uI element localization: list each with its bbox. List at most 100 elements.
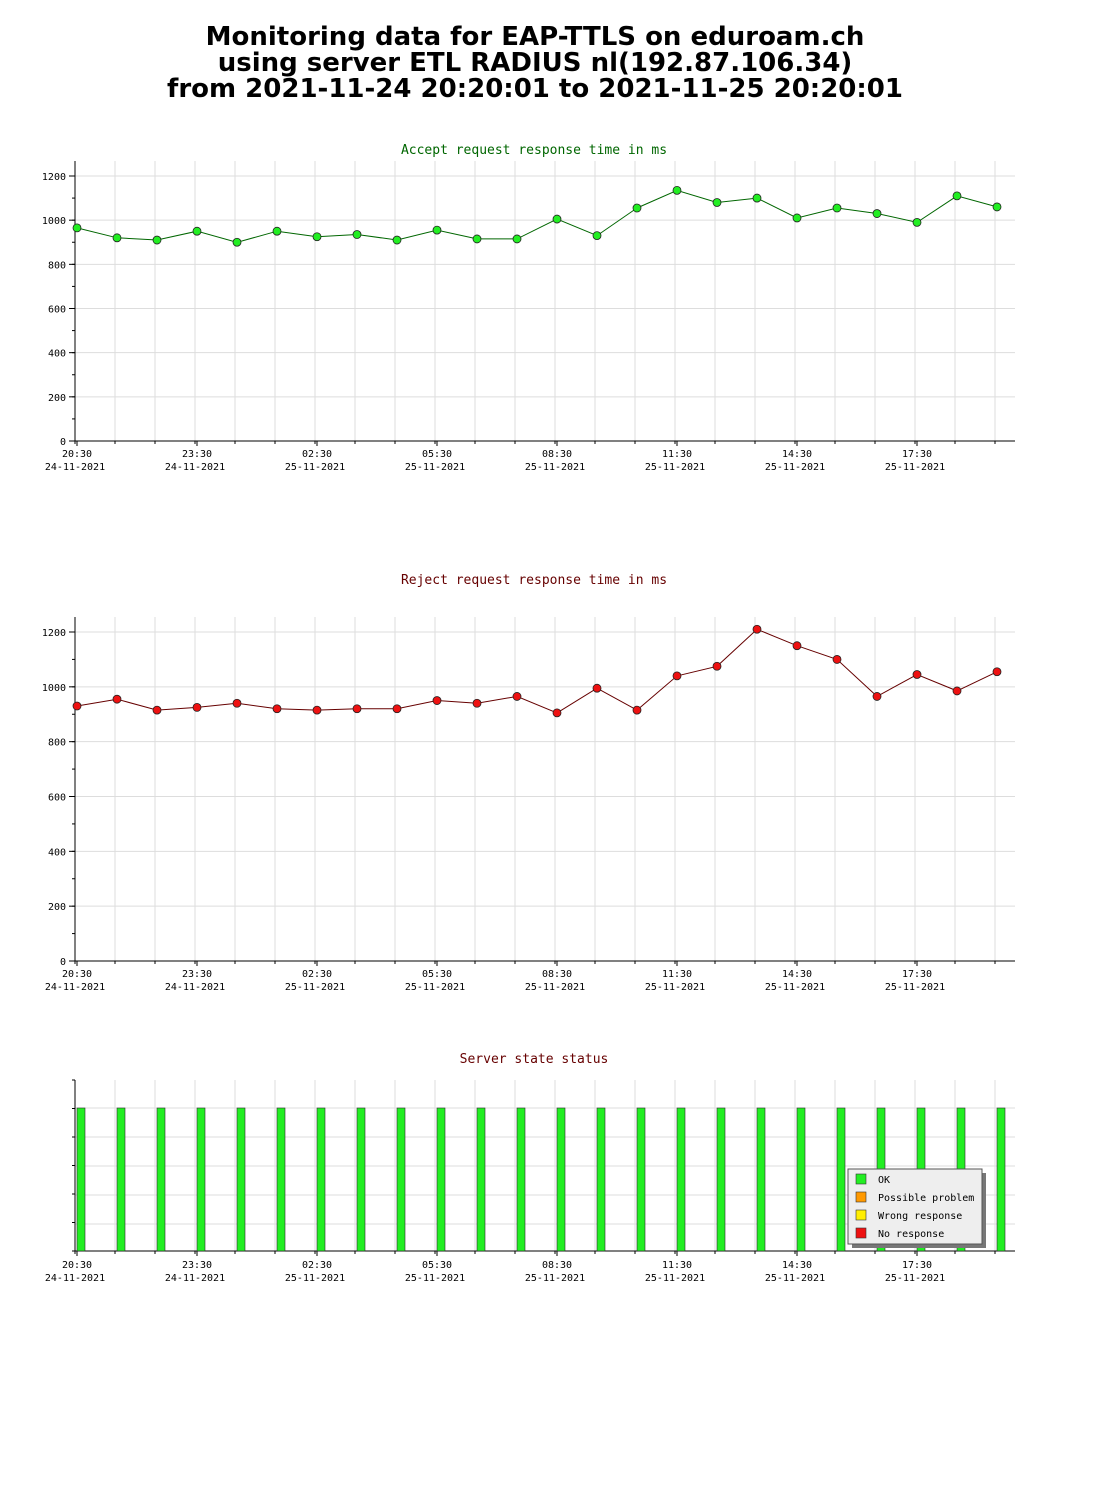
chart-title: Reject request response time in ms xyxy=(401,573,667,588)
x-tick-label-time: 14:30 xyxy=(782,449,812,460)
x-tick-label-time: 11:30 xyxy=(662,1260,692,1271)
x-tick-label-date: 25-11-2021 xyxy=(285,982,345,993)
legend-label: Possible problem xyxy=(878,1193,974,1204)
data-point xyxy=(152,705,162,715)
page-title: Monitoring data for EAP-TTLS on eduroam.… xyxy=(0,24,1070,102)
data-point xyxy=(112,694,122,704)
title-line-3: from 2021-11-24 20:20:01 to 2021-11-25 2… xyxy=(167,74,903,104)
status-bar xyxy=(476,1107,486,1252)
data-point xyxy=(272,226,282,236)
status-bar xyxy=(676,1107,686,1252)
x-tick-label-date: 24-11-2021 xyxy=(45,462,105,473)
data-point xyxy=(792,213,802,223)
x-tick-label-time: 23:30 xyxy=(182,1260,212,1271)
status-bar xyxy=(716,1107,726,1252)
x-tick-label-time: 08:30 xyxy=(542,969,572,980)
data-point xyxy=(112,233,122,243)
y-tick-label: 0 xyxy=(60,957,66,968)
x-tick-label-date: 25-11-2021 xyxy=(405,982,465,993)
data-point xyxy=(672,671,682,681)
y-tick-label: 600 xyxy=(48,793,66,804)
y-tick-label: 800 xyxy=(48,738,66,749)
x-tick-label-time: 23:30 xyxy=(182,969,212,980)
x-tick-label-date: 24-11-2021 xyxy=(45,982,105,993)
status-bar xyxy=(756,1107,766,1252)
x-tick-label-time: 08:30 xyxy=(542,449,572,460)
data-point xyxy=(552,708,562,718)
legend-label: No response xyxy=(878,1229,944,1240)
data-point xyxy=(72,223,82,233)
x-tick-label-date: 24-11-2021 xyxy=(45,1273,105,1284)
status-bar xyxy=(516,1107,526,1252)
series-line xyxy=(76,189,998,243)
x-tick-label-date: 25-11-2021 xyxy=(765,1273,825,1284)
data-point xyxy=(472,698,482,708)
data-point xyxy=(832,655,842,664)
x-tick-label-date: 25-11-2021 xyxy=(885,462,945,473)
status-bar xyxy=(596,1107,606,1252)
data-point xyxy=(432,696,442,705)
data-point xyxy=(352,704,362,714)
status-bar xyxy=(156,1107,166,1252)
x-tick-label-time: 11:30 xyxy=(662,969,692,980)
data-point xyxy=(392,704,402,714)
data-point xyxy=(752,624,762,634)
data-point xyxy=(192,702,202,712)
data-point xyxy=(632,705,642,715)
x-tick-label-date: 24-11-2021 xyxy=(165,462,225,473)
x-tick-label-time: 05:30 xyxy=(422,1260,452,1271)
status-bar xyxy=(316,1107,326,1252)
x-tick-label-time: 08:30 xyxy=(542,1260,572,1271)
data-point xyxy=(872,209,882,218)
x-tick-label-time: 20:30 xyxy=(62,449,92,460)
y-tick-label: 1000 xyxy=(42,683,66,694)
legend-swatch xyxy=(855,1191,867,1203)
status-bar xyxy=(436,1107,446,1252)
x-tick-label-time: 05:30 xyxy=(422,969,452,980)
x-tick-label-time: 02:30 xyxy=(302,969,332,980)
series-line xyxy=(76,628,998,714)
x-tick-label-date: 24-11-2021 xyxy=(165,1273,225,1284)
data-point xyxy=(192,226,202,236)
y-tick-label: 0 xyxy=(60,437,66,448)
chart-title: Accept request response time in ms xyxy=(401,143,667,158)
status-bar xyxy=(116,1107,126,1252)
x-tick-label-date: 25-11-2021 xyxy=(645,1273,705,1284)
data-point xyxy=(312,705,322,715)
chart-title: Server state status xyxy=(460,1052,609,1067)
x-tick-label-date: 24-11-2021 xyxy=(165,982,225,993)
x-tick-label-date: 25-11-2021 xyxy=(525,462,585,473)
data-point xyxy=(712,198,722,207)
x-tick-label-date: 25-11-2021 xyxy=(525,982,585,993)
data-point xyxy=(352,230,362,239)
data-point xyxy=(152,235,162,245)
x-tick-label-date: 25-11-2021 xyxy=(885,982,945,993)
y-tick-label: 400 xyxy=(48,349,66,360)
chart-reject-response: Reject request response time in ms 0 200 40… xyxy=(42,573,1015,993)
data-point xyxy=(72,701,82,711)
x-tick-label-date: 25-11-2021 xyxy=(765,462,825,473)
legend-swatch xyxy=(855,1209,867,1221)
x-tick-label-time: 14:30 xyxy=(782,969,812,980)
data-point xyxy=(672,185,682,195)
data-point xyxy=(912,670,922,679)
x-tick-label-time: 14:30 xyxy=(782,1260,812,1271)
data-point xyxy=(552,214,562,224)
status-bar xyxy=(636,1107,646,1252)
chart-server-status: Server state status 20:30 24-11-2021 23:30 2… xyxy=(45,1052,1015,1284)
data-point xyxy=(992,202,1002,212)
status-bar xyxy=(796,1107,806,1252)
data-point xyxy=(592,683,602,693)
data-point xyxy=(592,231,602,241)
x-tick-label-date: 25-11-2021 xyxy=(765,982,825,993)
x-tick-label-time: 02:30 xyxy=(302,1260,332,1271)
data-point xyxy=(512,234,522,244)
x-tick-label-date: 25-11-2021 xyxy=(285,462,345,473)
status-bar xyxy=(396,1107,406,1252)
x-tick-label-time: 17:30 xyxy=(902,1260,932,1271)
status-bar xyxy=(196,1107,206,1252)
x-tick-label-time: 23:30 xyxy=(182,449,212,460)
x-tick-label-date: 25-11-2021 xyxy=(405,462,465,473)
x-tick-label-time: 02:30 xyxy=(302,449,332,460)
y-tick-label: 1200 xyxy=(42,628,66,639)
